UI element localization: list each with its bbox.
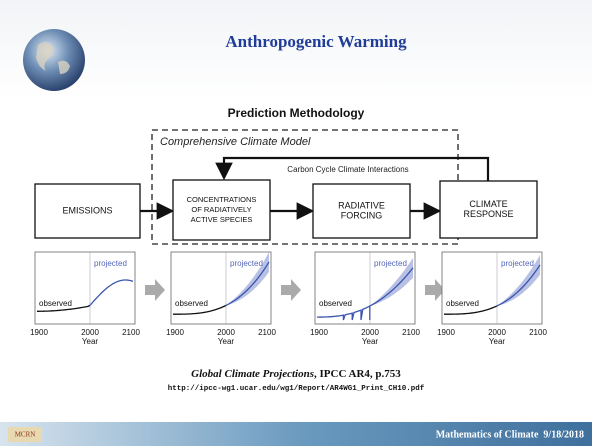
observed-line <box>172 304 227 315</box>
observed-line <box>36 304 91 312</box>
node-label: EMISSIONS <box>62 205 112 215</box>
logo: MCRN <box>15 431 36 439</box>
node-box <box>172 179 271 241</box>
uncertainty-band <box>369 257 413 307</box>
observed-label: observed <box>319 299 352 308</box>
panel: projected observed 1900 2000 2100 Year <box>166 251 301 346</box>
uncertainty-band <box>225 252 269 306</box>
block-arrow <box>425 279 445 301</box>
subtitle: Prediction Methodology <box>228 106 365 120</box>
observed-line <box>316 304 371 321</box>
tick-label: 1900 <box>437 328 455 337</box>
caption-source: , IPCC AR4, p.753 <box>314 368 401 380</box>
observed-label: observed <box>175 299 208 308</box>
tick-label: 2000 <box>488 328 506 337</box>
node-box <box>34 183 141 239</box>
block-arrow <box>145 279 165 301</box>
projected-line <box>225 261 270 307</box>
node-label: FORCING <box>341 210 383 220</box>
tick-label: 1900 <box>30 328 48 337</box>
globe <box>23 29 85 91</box>
observed-label: observed <box>446 299 479 308</box>
tick-label: 1900 <box>166 328 184 337</box>
tick-label: 2000 <box>217 328 235 337</box>
node-label: CLIMATE <box>469 199 507 209</box>
node-label: CONCENTRATIONS <box>187 195 257 204</box>
observed-line <box>443 305 498 315</box>
x-label: Year <box>82 337 99 346</box>
panel: projected observed 1900 2000 2100 Year <box>437 251 547 346</box>
background <box>0 0 592 100</box>
node-label: OF RADIATIVELY <box>191 205 251 214</box>
tick-label: 2100 <box>258 328 276 337</box>
tick-label: 1900 <box>310 328 328 337</box>
tick-label: 2100 <box>122 328 140 337</box>
node-label: ACTIVE SPECIES <box>191 215 253 224</box>
feedback-arrow <box>215 156 490 181</box>
footer-text: Mathematics of Climate 9/18/2018 <box>436 429 584 440</box>
x-label: Year <box>218 337 235 346</box>
block-arrow <box>281 279 301 301</box>
projected-label: projected <box>501 259 534 268</box>
logo-box <box>8 427 42 442</box>
frame-label: Comprehensive Climate Model <box>160 136 311 148</box>
projected-line <box>496 264 541 307</box>
tick-label: 2100 <box>529 328 547 337</box>
tick-label: 2000 <box>361 328 379 337</box>
panel: projected observed 1900 2000 2100 Year <box>310 251 445 346</box>
projected-line <box>89 279 134 306</box>
projected-label: projected <box>230 259 263 268</box>
footer-band <box>0 422 592 446</box>
tick-label: 2000 <box>81 328 99 337</box>
node-box <box>439 180 538 239</box>
x-label: Year <box>362 337 379 346</box>
observed-label: observed <box>39 299 72 308</box>
node-label: RESPONSE <box>463 209 513 219</box>
tick-label: 2100 <box>402 328 420 337</box>
projected-label: projected <box>94 259 127 268</box>
node-label: RADIATIVE <box>338 200 385 210</box>
projected-line <box>369 267 414 307</box>
node-box <box>312 183 411 239</box>
caption-title: Global Climate Projections <box>191 368 314 380</box>
panel-frame <box>34 251 136 325</box>
uncertainty-band <box>496 255 540 306</box>
panel: projected observed 1900 2000 2100 Year <box>30 251 165 346</box>
loop-label: Carbon Cycle Climate Interactions <box>287 165 408 174</box>
caption-url: http://ipcc-wg1.ucar.edu/wg1/Report/AR4W… <box>168 385 425 393</box>
projected-label: projected <box>374 259 407 268</box>
x-label: Year <box>489 337 506 346</box>
caption: Global Climate Projections, IPCC AR4, p.… <box>191 368 401 380</box>
title: Anthropogenic Warming <box>225 32 407 51</box>
